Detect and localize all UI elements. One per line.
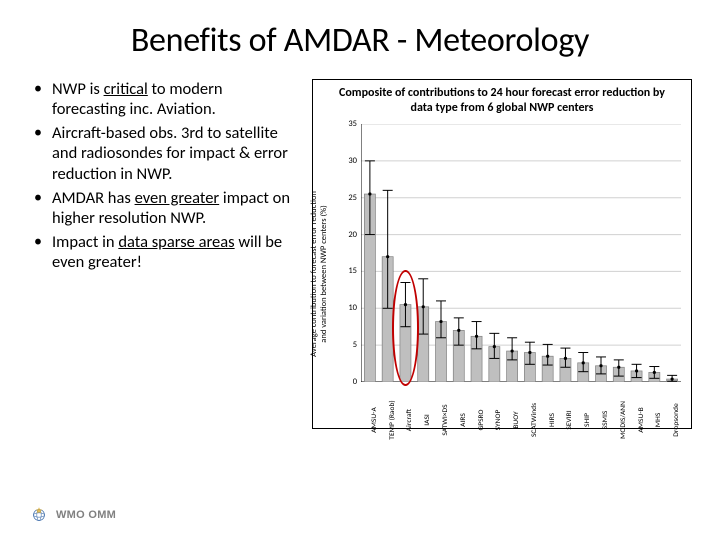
content-columns: NWP is critical to modern forecasting in… bbox=[28, 79, 692, 429]
bullet-underline: even greater bbox=[135, 188, 220, 208]
chart-ytick: 30 bbox=[348, 156, 357, 166]
chart-ytick: 20 bbox=[348, 230, 357, 240]
chart-svg bbox=[361, 124, 681, 382]
chart-ytick: 10 bbox=[348, 303, 357, 313]
chart-xlabel: SCATWinds bbox=[530, 403, 539, 437]
bullet-item: AMDAR has even greater impact on higher … bbox=[34, 188, 298, 228]
chart-xlabel: AMSU-B bbox=[637, 407, 646, 432]
chart-xlabel: Aircraft bbox=[405, 409, 414, 431]
chart-xlabel: BUOY bbox=[512, 411, 521, 428]
footer-org: WMO OMM bbox=[56, 509, 116, 521]
bullet-underline: data sparse areas bbox=[118, 232, 234, 252]
wmo-icon bbox=[28, 504, 50, 526]
chart-xlabel: SEVIRI bbox=[565, 410, 574, 429]
chart-xlabel: Dropsonde bbox=[672, 403, 681, 436]
bullet-text: Aircraft-based obs. 3rd to satellite and… bbox=[52, 123, 288, 183]
chart-ytick: 5 bbox=[353, 340, 357, 350]
chart-xlabel: TEMP (Raob) bbox=[388, 400, 397, 439]
chart-xlabel: SYNOP bbox=[494, 410, 503, 431]
chart-ytick: 35 bbox=[348, 119, 357, 129]
chart-xlabel: MHS bbox=[654, 413, 663, 428]
bullet-text: NWP is bbox=[52, 79, 104, 99]
chart-plot-wrap: Average contribution to forecast error r… bbox=[321, 124, 685, 424]
chart-plot: 05101520253035 bbox=[361, 124, 681, 382]
chart-xlabel: MODIS/ANN bbox=[619, 401, 628, 439]
bullet-text: AMDAR has bbox=[52, 188, 135, 208]
chart-xlabel: AMSU-A bbox=[370, 407, 379, 433]
chart-ytick: 25 bbox=[348, 193, 357, 203]
slide-title: Benefits of AMDAR - Meteorology bbox=[28, 20, 692, 61]
bullet-item: Aircraft-based obs. 3rd to satellite and… bbox=[34, 123, 298, 183]
chart-xlabel: AIRS bbox=[459, 413, 468, 427]
chart-ytick: 15 bbox=[348, 266, 357, 276]
chart-ylabel: Average contribution to forecast error r… bbox=[309, 174, 329, 374]
bullet-text: Impact in bbox=[52, 232, 118, 252]
chart-title: Composite of contributions to 24 hour fo… bbox=[313, 80, 691, 118]
bullet-column: NWP is critical to modern forecasting in… bbox=[28, 79, 298, 429]
chart-xlabel: SSMIS bbox=[601, 411, 610, 430]
chart-xlabel: GPSRO bbox=[477, 409, 486, 430]
bullet-item: NWP is critical to modern forecasting in… bbox=[34, 79, 298, 119]
chart-xlabels: AMSU-ATEMP (Raob)AircraftIASISATWI×DSAIR… bbox=[361, 382, 681, 424]
bullet-item: Impact in data sparse areas will be even… bbox=[34, 232, 298, 272]
chart-xlabel: IASI bbox=[423, 414, 432, 426]
footer-logo: WMO OMM bbox=[28, 504, 116, 526]
chart-panel: Composite of contributions to 24 hour fo… bbox=[312, 79, 692, 429]
bullet-list: NWP is critical to modern forecasting in… bbox=[34, 79, 298, 272]
chart-xlabel: SHIP bbox=[583, 413, 592, 427]
chart-xlabel: HIRS bbox=[548, 413, 557, 427]
chart-ytick: 0 bbox=[353, 377, 357, 387]
bullet-underline: critical bbox=[104, 79, 148, 99]
slide: Benefits of AMDAR - Meteorology NWP is c… bbox=[0, 0, 720, 540]
chart-xlabel: SATWI×DS bbox=[441, 404, 450, 435]
